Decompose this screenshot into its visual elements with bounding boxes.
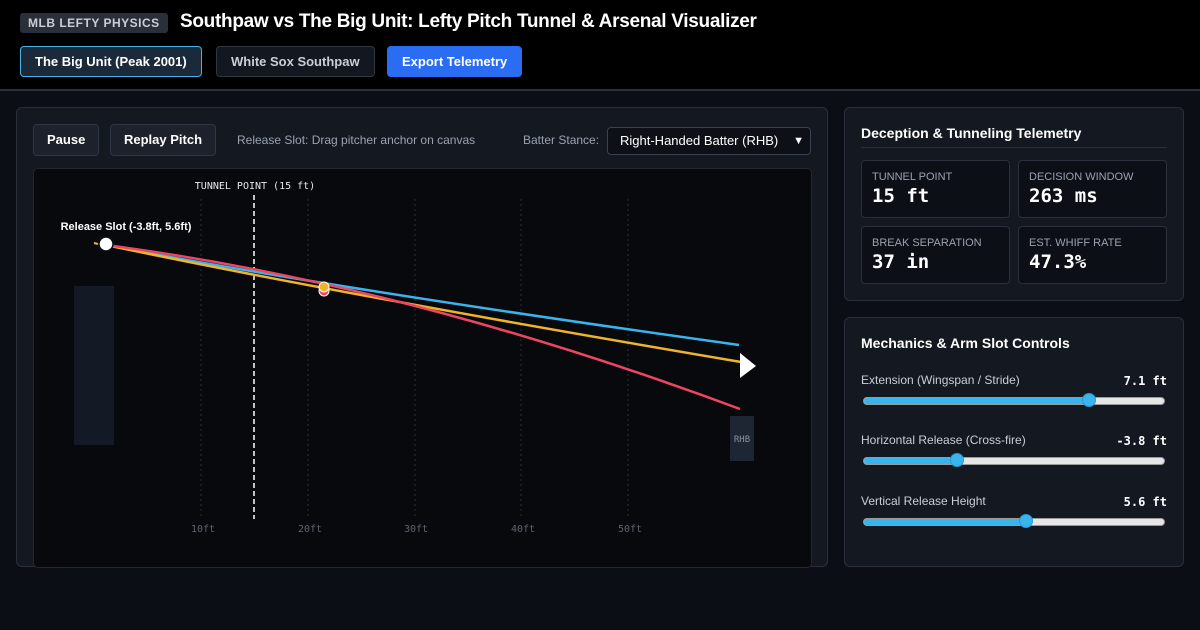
batter-stance-value: Right-Handed Batter (RHB) (620, 133, 779, 148)
stat-value: 263 ms (1029, 185, 1098, 207)
trajectory-changeup (105, 243, 742, 364)
slider-fill (864, 458, 957, 464)
pause-button[interactable]: Pause (33, 124, 100, 156)
slider-horizontal-release: Horizontal Release (Cross-fire) -3.8 ft (861, 433, 1167, 483)
mechanics-title: Mechanics & Arm Slot Controls (861, 335, 1070, 351)
slider-value: -3.8 ft (1116, 434, 1167, 448)
stat-label: Break Separation (872, 237, 982, 249)
slider-track[interactable] (863, 453, 1165, 467)
pitcher-silhouette (74, 286, 114, 445)
slider-fill (864, 398, 1089, 404)
slider-thumb[interactable] (950, 453, 964, 467)
app-header: MLB LEFTY PHYSICS Southpaw vs The Big Un… (0, 0, 1200, 91)
replay-pitch-button[interactable]: Replay Pitch (110, 124, 217, 156)
tick-label-30ft: 30ft (404, 524, 428, 535)
slider-track[interactable] (863, 393, 1165, 407)
release-tick (93, 242, 99, 245)
distance-tick-labels: 10ft 20ft 30ft 40ft 50ft (191, 524, 642, 535)
ball-changeup-marker (318, 281, 330, 293)
batter-stance-select[interactable]: Right-Handed Batter (RHB) ▼ (607, 127, 811, 155)
stat-value: 47.3% (1029, 251, 1087, 273)
slider-thumb[interactable] (1082, 393, 1096, 407)
stat-value: 37 in (872, 251, 930, 273)
tick-label-50ft: 50ft (618, 524, 642, 535)
slider-value: 5.6 ft (1123, 495, 1167, 509)
telemetry-title: Deception & Tunneling Telemetry (861, 125, 1082, 141)
stat-break-separation: Break Separation 37 in (861, 226, 1010, 284)
slider-track[interactable] (863, 514, 1165, 528)
slider-thumb[interactable] (1019, 514, 1033, 528)
stat-tunnel-point: Tunnel Point 15 ft (861, 160, 1010, 218)
release-slot-hint: Release Slot: Drag pitcher anchor on can… (237, 133, 476, 147)
tick-label-20ft: 20ft (298, 524, 322, 535)
stat-label: Decision Window (1029, 171, 1134, 183)
home-plate-arrow-icon (740, 353, 756, 378)
release-point-handle[interactable] (98, 236, 114, 252)
slider-label: Horizontal Release (Cross-fire) (861, 433, 1026, 447)
export-telemetry-button[interactable]: Export Telemetry (387, 46, 523, 77)
trajectory-slider (105, 243, 741, 411)
batter-stance-label: Batter Stance: (523, 133, 600, 147)
telemetry-panel: Deception & Tunneling Telemetry Tunnel P… (844, 107, 1184, 301)
app-badge: MLB LEFTY PHYSICS (20, 13, 168, 33)
slider-extension: Extension (Wingspan / Stride) 7.1 ft (861, 373, 1167, 423)
pitch-tunnel-canvas[interactable]: 10ft 20ft 30ft 40ft 50ft TUNNEL POINT (1… (33, 168, 812, 568)
mechanics-panel: Mechanics & Arm Slot Controls Extension … (844, 317, 1184, 567)
tick-label-40ft: 40ft (511, 524, 535, 535)
visualizer-panel: Pause Replay Pitch Release Slot: Drag pi… (16, 107, 828, 568)
stat-whiff-rate: Est. Whiff Rate 47.3% (1018, 226, 1167, 284)
preset-white-sox-button[interactable]: White Sox Southpaw (216, 46, 375, 77)
stat-label: Est. Whiff Rate (1029, 237, 1122, 249)
stat-label: Tunnel Point (872, 171, 953, 183)
pitch-tunnel-svg[interactable]: 10ft 20ft 30ft 40ft 50ft TUNNEL POINT (1… (34, 169, 812, 568)
batter-box (730, 416, 754, 461)
page-title: Southpaw vs The Big Unit: Lefty Pitch Tu… (180, 11, 757, 32)
slider-label: Vertical Release Height (861, 494, 986, 508)
preset-big-unit-button[interactable]: The Big Unit (Peak 2001) (20, 46, 202, 77)
chevron-down-icon: ▼ (793, 135, 804, 147)
trajectory-fastball (105, 243, 740, 347)
slider-vertical-release: Vertical Release Height 5.6 ft (861, 494, 1167, 544)
distance-gridlines (200, 199, 629, 519)
batter-label: RHB (734, 435, 750, 445)
telemetry-divider (861, 147, 1167, 148)
slider-fill (864, 519, 1026, 525)
release-slot-label: Release Slot (-3.8ft, 5.6ft) (61, 221, 192, 233)
stat-decision-window: Decision Window 263 ms (1018, 160, 1167, 218)
stat-value: 15 ft (872, 185, 930, 207)
tick-label-10ft: 10ft (191, 524, 215, 535)
tunnel-point-label: TUNNEL POINT (15 ft) (195, 181, 315, 192)
slider-label: Extension (Wingspan / Stride) (861, 373, 1020, 387)
slider-value: 7.1 ft (1123, 374, 1167, 388)
